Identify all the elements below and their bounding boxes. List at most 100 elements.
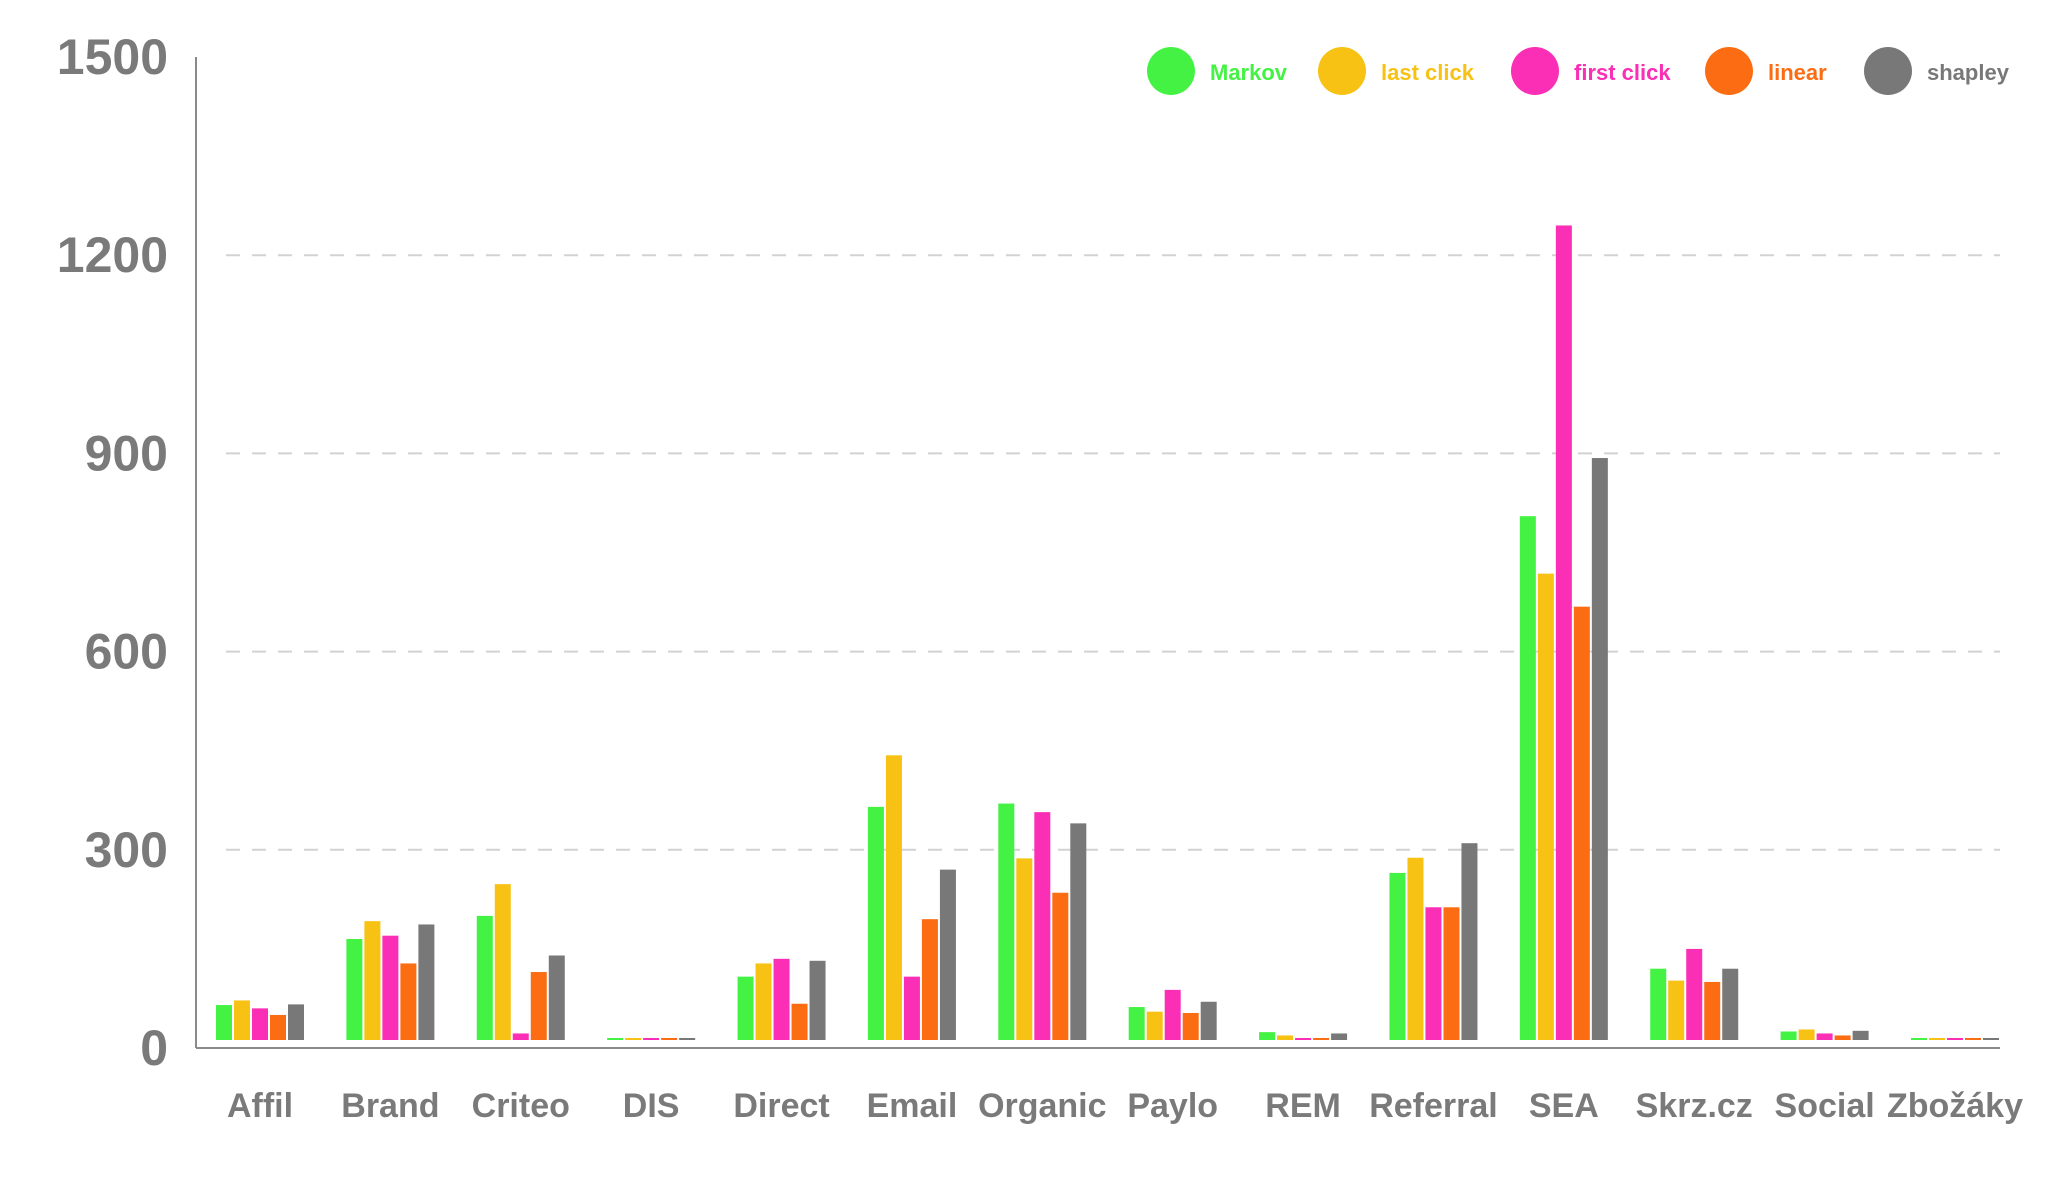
bar-markov-paylo [1128,1007,1145,1040]
bar-linear-referral [1443,907,1460,1040]
bar-shapley-paylo [1200,1001,1217,1040]
bar-markov-referral [1389,872,1406,1040]
y-tick-label: 1500 [57,29,168,85]
bar-linear-brand [400,963,417,1040]
bar-shapley-affil [288,1004,304,1040]
bar-shapley-criteo [548,955,565,1040]
bar-linear-sea [1573,606,1590,1040]
x-category-label: Criteo [472,1087,570,1125]
bar-first-click-rem [1295,1038,1312,1040]
bar-markov-criteo [476,915,493,1040]
bar-shapley-rem [1331,1033,1348,1040]
bar-first-click-dis [643,1038,660,1040]
y-tick-label: 0 [140,1020,168,1076]
x-category-label: REM [1265,1087,1341,1125]
legend: Markov last click first click linear shapley [1147,47,2010,95]
bar-markov-organic [998,803,1015,1040]
y-axis-ticks: 0 300 600 900 1200 1500 [57,29,168,1076]
bar-first-click-criteo [512,1033,529,1040]
bar-linear-affil [270,1014,286,1040]
bar-markov-skrz.cz [1650,968,1667,1040]
bar-last-click-criteo [494,884,511,1040]
y-tick-label: 900 [85,425,168,481]
bar-linear-direct [791,1003,808,1040]
legend-swatch [1147,47,1195,95]
y-tick-label: 1200 [57,227,168,283]
x-category-label: Direct [733,1087,829,1125]
bar-shapley-dis [679,1038,696,1040]
bar-last-click-direct [755,963,772,1040]
bar-first-click-direct [773,958,790,1040]
bar-first-click-social [1816,1033,1833,1040]
x-category-label: Organic [978,1087,1106,1125]
y-tick-label: 300 [85,822,168,878]
bar-markov-affil [216,1005,232,1040]
x-category-label: Affil [227,1087,293,1125]
bar-last-click-brand [364,921,381,1040]
bar-last-click-zbožáky [1929,1038,1945,1040]
x-category-label: Paylo [1127,1087,1218,1125]
bar-last-click-sea [1537,573,1554,1040]
bar-shapley-zbožáky [1983,1038,1999,1040]
bar-last-click-affil [234,1000,250,1040]
legend-swatch [1864,47,1912,95]
bar-linear-social [1834,1035,1851,1040]
bar-first-click-sea [1555,225,1572,1041]
bar-markov-direct [737,976,754,1040]
bar-markov-social [1780,1031,1797,1040]
y-tick-label: 600 [85,624,168,680]
legend-label: linear [1768,60,1827,85]
x-category-label: Social [1775,1087,1875,1125]
bar-linear-paylo [1182,1012,1199,1040]
legend-label: first click [1574,60,1671,85]
bar-first-click-affil [252,1008,268,1040]
legend-label: shapley [1927,60,2010,85]
legend-label: last click [1381,60,1475,85]
bar-linear-criteo [530,972,547,1040]
x-category-label: Email [867,1087,958,1125]
bar-shapley-direct [809,960,826,1040]
bar-markov-dis [607,1038,624,1040]
legend-swatch [1511,47,1559,95]
bar-linear-zbožáky [1965,1038,1981,1040]
bar-shapley-email [939,869,956,1040]
x-category-label: Referral [1369,1087,1498,1125]
bar-shapley-referral [1461,843,1478,1040]
bar-first-click-email [903,976,920,1040]
bar-shapley-organic [1070,823,1087,1040]
bar-markov-brand [346,938,363,1040]
bar-last-click-email [885,755,902,1040]
bar-first-click-brand [382,935,399,1040]
bar-linear-dis [661,1038,678,1040]
bar-shapley-skrz.cz [1722,968,1739,1040]
bar-last-click-social [1798,1029,1815,1040]
bar-first-click-skrz.cz [1686,948,1703,1040]
bar-last-click-organic [1016,858,1033,1040]
bar-markov-rem [1259,1032,1276,1040]
bar-linear-email [921,919,938,1040]
x-category-label: DIS [623,1087,680,1125]
legend-swatch [1705,47,1753,95]
legend-swatch [1318,47,1366,95]
bar-last-click-skrz.cz [1668,980,1685,1040]
bar-last-click-rem [1277,1035,1294,1040]
bar-shapley-sea [1591,458,1608,1040]
bar-markov-email [867,806,884,1040]
bar-first-click-paylo [1164,989,1181,1040]
bar-first-click-zbožáky [1947,1038,1963,1040]
x-category-label: Skrz.cz [1636,1087,1753,1125]
bar-linear-rem [1313,1038,1330,1040]
bar-first-click-referral [1425,907,1442,1040]
bar-first-click-organic [1034,812,1051,1040]
legend-label: Markov [1210,60,1288,85]
bar-linear-skrz.cz [1704,981,1721,1040]
bar-last-click-referral [1407,857,1424,1040]
bar-shapley-social [1852,1030,1869,1040]
x-category-label: Brand [341,1087,439,1125]
bar-linear-organic [1052,892,1069,1040]
bar-markov-sea [1519,516,1536,1040]
bar-last-click-paylo [1146,1011,1163,1040]
bars [216,225,1999,1041]
